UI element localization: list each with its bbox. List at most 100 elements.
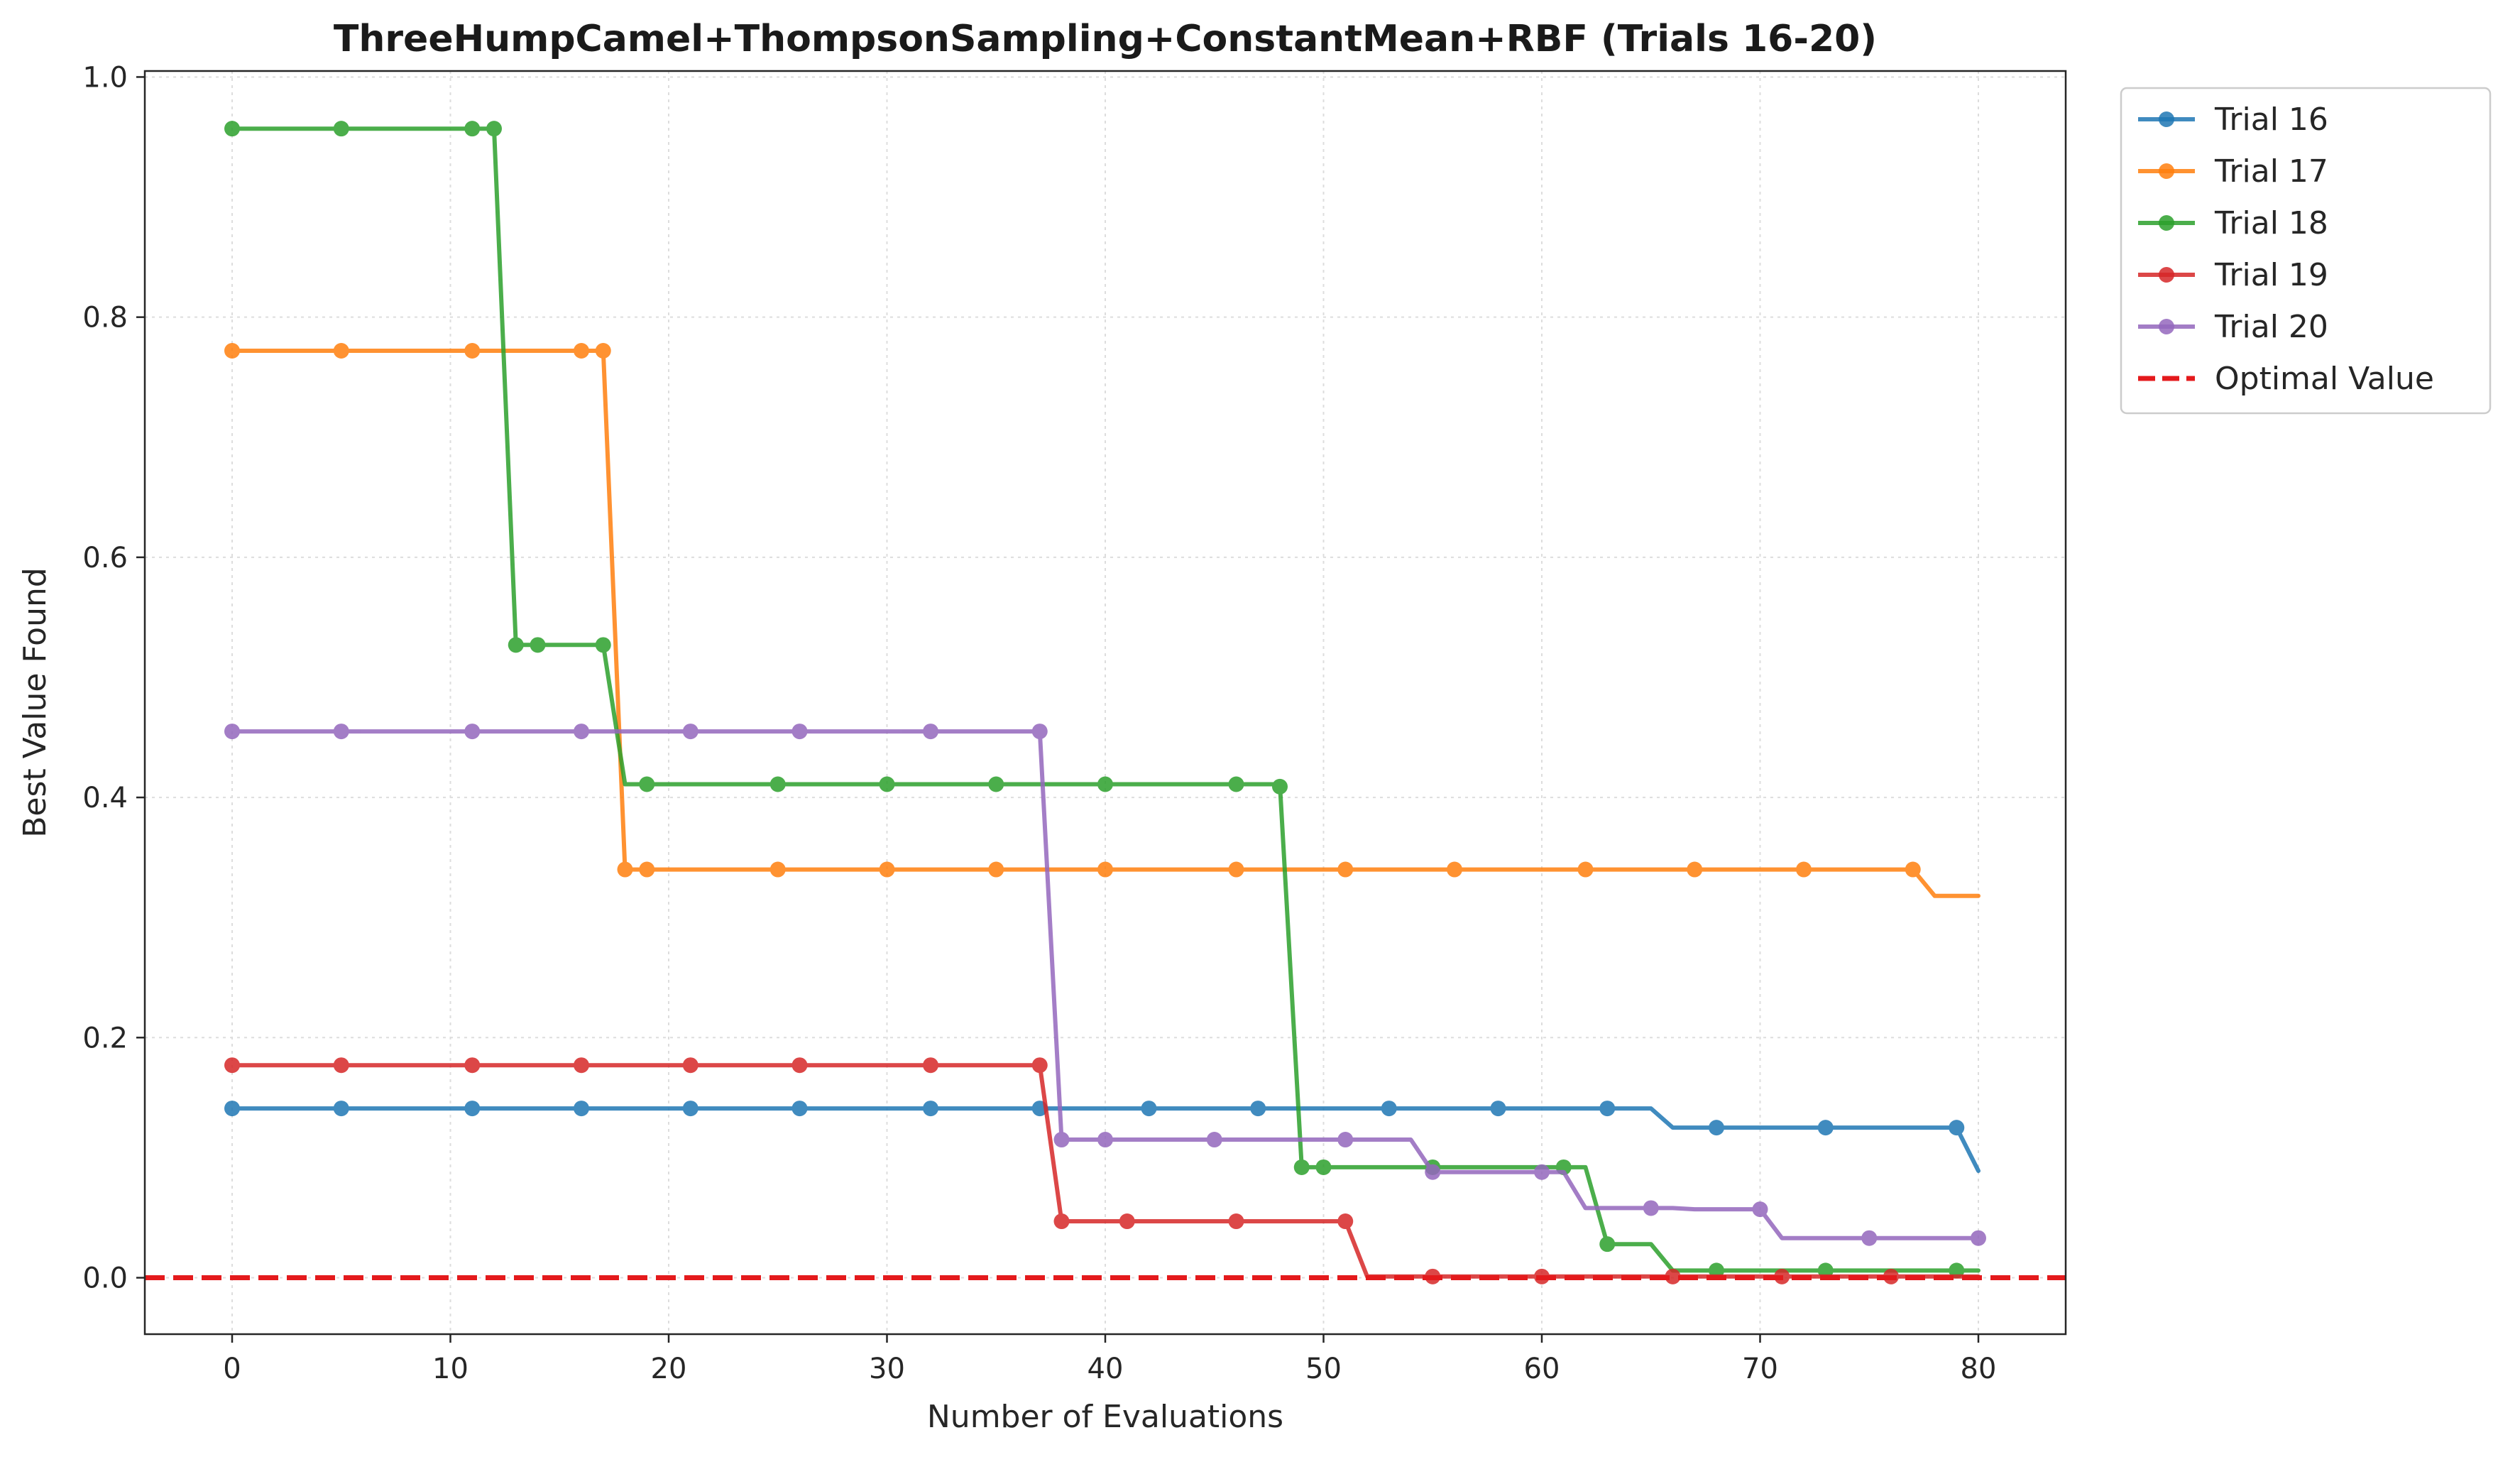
data-point [486,121,502,137]
data-point [1905,861,1921,878]
y-axis-label: Best Value Found [17,567,53,838]
data-point [1709,1120,1724,1136]
data-point [1599,1101,1616,1117]
data-point [464,1101,481,1117]
data-point [530,637,546,653]
legend-label: Optimal Value [2215,361,2434,397]
data-point [574,724,589,740]
x-tick-label: 50 [1305,1353,1342,1385]
data-point [682,1101,699,1117]
legend-swatch-marker [2159,267,2174,283]
data-point [791,1101,808,1117]
legend-swatch-marker [2159,163,2174,179]
data-point [574,1101,589,1117]
y-tick-label: 1.0 [82,61,128,94]
data-point [464,1057,481,1074]
data-point [1315,1159,1332,1175]
data-point [1665,1268,1681,1284]
legend-label: Trial 17 [2214,153,2328,190]
legend-label: Trial 19 [2214,257,2328,293]
data-point [1599,1236,1616,1253]
data-point [595,343,611,359]
data-point [508,637,524,653]
data-point [1228,1213,1244,1230]
data-point [1097,1132,1113,1148]
data-point [1031,1057,1048,1074]
x-tick-label: 20 [651,1353,687,1385]
data-point [1228,776,1244,792]
data-point [791,724,808,740]
data-point [224,1101,240,1117]
data-point [1817,1120,1834,1136]
y-tick-label: 0.0 [82,1262,128,1295]
legend-swatch-marker [2159,319,2174,334]
data-point [333,724,349,740]
data-point [1031,724,1048,740]
x-tick-label: 30 [869,1353,905,1385]
data-point [988,776,1004,792]
legend-label: Trial 16 [2214,102,2328,138]
data-point [1490,1101,1506,1117]
data-point [682,1057,699,1074]
data-point [224,343,240,359]
data-point [1293,1159,1310,1175]
series-3 [224,121,1981,1279]
data-point [1534,1164,1550,1180]
data-point [1206,1132,1222,1148]
data-point [1861,1230,1878,1246]
legend-label: Trial 20 [2214,309,2328,345]
data-point [333,121,349,137]
x-tick-label: 40 [1088,1353,1124,1385]
data-point [1097,776,1113,792]
x-tick-label: 60 [1524,1353,1560,1385]
data-point [1141,1101,1157,1117]
data-point [1971,1230,1986,1246]
data-point [333,1101,349,1117]
data-point [988,861,1004,878]
legend-swatch-marker [2159,111,2174,127]
data-point [923,1057,938,1074]
data-point [617,861,633,878]
data-point [1796,861,1812,878]
data-point [1119,1213,1135,1230]
y-tick-label: 0.8 [82,302,128,334]
data-point [1381,1101,1397,1117]
data-point [333,343,349,359]
data-point [769,776,786,792]
data-point [574,1057,589,1074]
data-point [1949,1120,1965,1136]
data-point [224,121,240,137]
data-point [1228,861,1244,878]
y-tick-label: 0.4 [82,782,128,814]
data-point [1425,1164,1441,1180]
x-tick-label: 0 [223,1353,241,1385]
data-point [682,724,699,740]
data-point [224,1057,240,1074]
y-tick-label: 0.6 [82,542,128,574]
x-tick-label: 80 [1961,1353,1997,1385]
data-point [769,861,786,878]
legend-label: Trial 18 [2214,205,2328,241]
data-point [1097,861,1113,878]
series-layer [145,121,2066,1284]
data-point [639,776,655,792]
legend: Trial 16 Trial 17 Trial 18 Trial 19 Trial 20… [2120,87,2492,415]
series-5 [224,724,1986,1246]
series-2 [224,343,1981,898]
data-point [464,343,481,359]
series-1 [224,1101,1981,1173]
data-point [1643,1200,1659,1216]
axis-ticks: 0 10 20 30 40 50 60 70 80 0.0 0.2 0.4 0.6 0.8 1.0 [82,61,1996,1385]
data-point [1577,861,1594,878]
data-point [791,1057,808,1074]
data-point [464,724,481,740]
legend-swatch-marker [2159,215,2174,231]
data-point [923,1101,938,1117]
data-point [595,637,611,653]
x-tick-label: 10 [432,1353,469,1385]
y-tick-label: 0.2 [82,1022,128,1054]
x-tick-label: 70 [1742,1353,1778,1385]
data-point [574,343,589,359]
data-point [879,776,895,792]
